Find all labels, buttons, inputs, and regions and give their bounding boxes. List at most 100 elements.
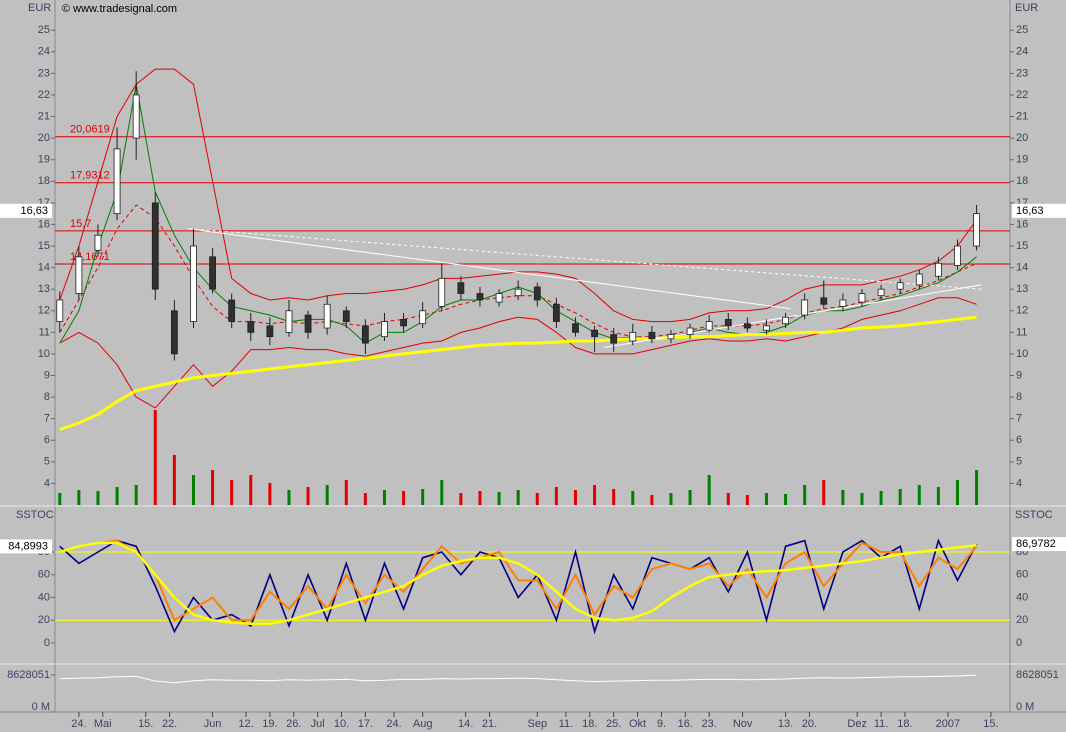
- volume-bar: [172, 455, 176, 505]
- candle-body: [610, 334, 618, 344]
- y-tick-label: 0: [44, 637, 50, 649]
- candle-body: [419, 310, 427, 325]
- volume-bar: [917, 485, 921, 505]
- volume-bar: [688, 490, 692, 505]
- y-tick-label: 40: [1016, 591, 1028, 603]
- y-tick-label: 20: [1016, 614, 1028, 626]
- x-tick-label: 22.: [162, 718, 177, 730]
- value-box: [1012, 537, 1066, 552]
- candle-body: [724, 319, 732, 327]
- x-tick-label: 17.: [358, 718, 373, 730]
- x-tick-label: 15.: [983, 718, 998, 730]
- volume-bar: [554, 487, 558, 505]
- volume-bar: [573, 490, 577, 505]
- y-tick-label: 40: [38, 591, 50, 603]
- volume-bar: [898, 489, 902, 505]
- candle-body: [476, 293, 484, 301]
- unit-label: EUR: [28, 2, 51, 14]
- candle-body: [132, 94, 140, 139]
- x-tick-label: Aug: [413, 718, 433, 730]
- y-tick-label: 14: [1016, 262, 1028, 274]
- candle-body: [170, 310, 178, 355]
- y-tick-label: 25: [38, 24, 50, 36]
- volume-bar: [707, 475, 711, 505]
- value-label: 84,8993: [8, 540, 48, 552]
- y-tick-label: 18: [1016, 175, 1028, 187]
- candle-body: [591, 329, 598, 338]
- volume-bar: [153, 410, 157, 505]
- indicator-line: [59, 541, 977, 625]
- y-tick-label: 20: [38, 614, 50, 626]
- y-tick-label: 9: [1016, 369, 1022, 381]
- candle-body: [457, 282, 465, 294]
- y-tick-label: 18: [38, 175, 50, 187]
- y-tick-label: 16: [38, 218, 50, 230]
- y-tick-label: 0: [1016, 637, 1022, 649]
- candle-body: [285, 310, 293, 333]
- y-tick-label: 23: [1016, 67, 1028, 79]
- y-tick-label: 13: [1016, 283, 1028, 295]
- price-box: [1012, 203, 1066, 218]
- x-tick-label: Nov: [733, 718, 753, 730]
- volume-bar: [497, 492, 501, 505]
- trend-line: [604, 284, 982, 348]
- y-tick-label: 16: [1016, 218, 1028, 230]
- x-tick-label: Okt: [629, 718, 646, 730]
- y-tick-label: 4: [1016, 477, 1022, 489]
- x-tick-label: 19.: [262, 718, 277, 730]
- x-tick-label: Sep: [527, 718, 547, 730]
- y-tick-label: 15: [1016, 240, 1028, 252]
- x-tick-label: 26.: [286, 718, 301, 730]
- y-tick-label: 24: [1016, 46, 1028, 58]
- volume-bar: [325, 485, 329, 505]
- candle-body: [877, 288, 885, 297]
- y-tick-label: 8628051: [1016, 669, 1059, 681]
- candle-body: [896, 282, 904, 290]
- x-tick-label: 24.: [71, 718, 86, 730]
- level-label: 20,0619: [70, 124, 110, 136]
- x-tick-label: 16.: [678, 718, 693, 730]
- y-tick-label: 12: [1016, 305, 1028, 317]
- volume-bar: [975, 470, 979, 505]
- volume-bar: [268, 483, 272, 505]
- volume-bar: [363, 493, 367, 505]
- candle-body: [323, 303, 331, 329]
- x-tick-label: Mai: [94, 718, 112, 730]
- volume-bar: [669, 493, 673, 505]
- volume-bar: [382, 490, 386, 505]
- y-tick-label: 7: [1016, 413, 1022, 425]
- volume-bar: [936, 487, 940, 505]
- volume-bar: [784, 494, 788, 505]
- y-tick-label: 60: [1016, 569, 1028, 581]
- y-tick-label: 15: [38, 240, 50, 252]
- candle-body: [75, 256, 83, 294]
- x-tick-label: 11.: [874, 718, 888, 730]
- volume-bar: [287, 490, 291, 505]
- volume-bar: [96, 491, 100, 505]
- volume-bar: [230, 480, 234, 505]
- trend-line: [188, 228, 791, 310]
- x-tick-label: 15.: [138, 718, 153, 730]
- volume-bar: [631, 491, 635, 505]
- y-tick-label: 0 M: [32, 701, 50, 713]
- volume-bar: [77, 490, 81, 505]
- y-tick-label: 22: [1016, 89, 1028, 101]
- x-tick-label: 9.: [657, 718, 666, 730]
- y-tick-label: 5: [44, 456, 50, 468]
- volume-bar: [803, 485, 807, 505]
- trend-line: [188, 228, 982, 290]
- y-tick-label: 9: [44, 369, 50, 381]
- volume-bar: [115, 487, 119, 505]
- x-tick-label: 23.: [702, 718, 717, 730]
- candle-body: [705, 321, 713, 331]
- volume-bar: [211, 470, 215, 505]
- candle-body: [151, 202, 159, 290]
- value-label: 86,9782: [1016, 538, 1056, 550]
- candle-body: [381, 321, 388, 338]
- candle-body: [552, 303, 560, 322]
- candle-body: [954, 245, 961, 266]
- y-tick-label: 22: [38, 89, 50, 101]
- volume-bar: [191, 475, 195, 505]
- x-tick-label: 10.: [334, 718, 349, 730]
- volume-bar: [440, 480, 444, 505]
